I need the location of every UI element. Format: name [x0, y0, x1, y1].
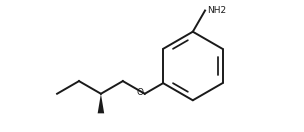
Polygon shape — [98, 94, 104, 113]
Text: O: O — [136, 88, 143, 97]
Text: NH2: NH2 — [207, 6, 226, 15]
